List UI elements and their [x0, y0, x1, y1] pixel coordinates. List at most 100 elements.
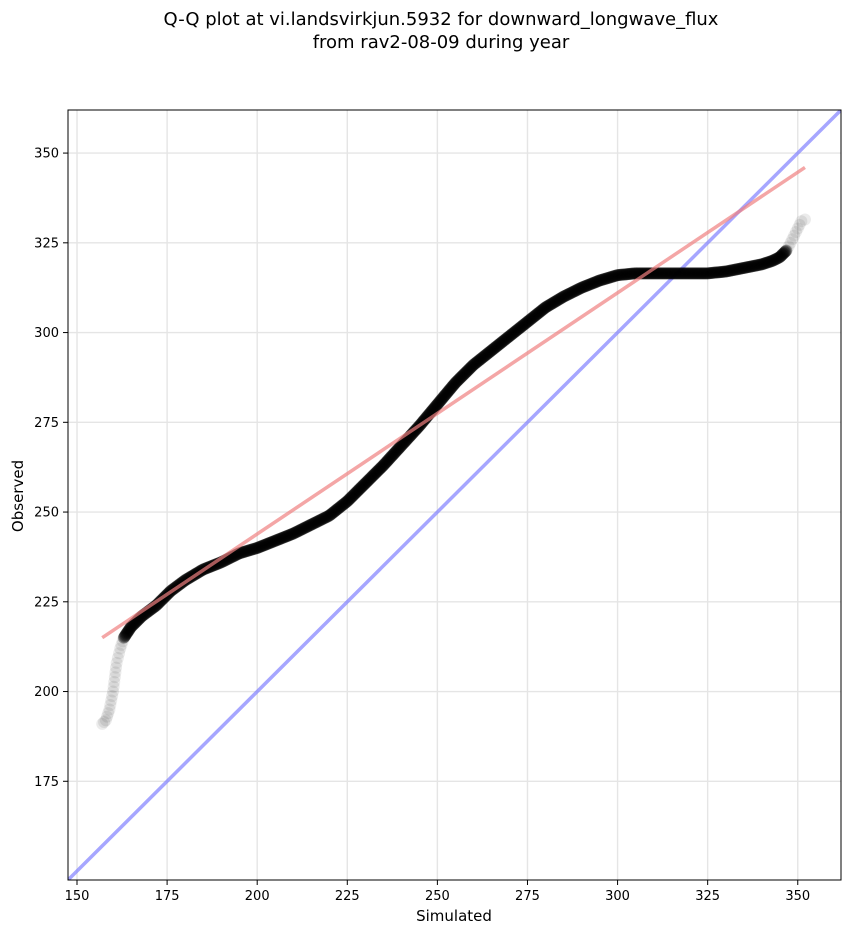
- quantile-point: [266, 536, 279, 549]
- quantile-point: [275, 532, 288, 545]
- quantile-point: [629, 267, 642, 280]
- quantile-point: [711, 266, 724, 279]
- quantile-point: [705, 266, 718, 279]
- quantile-point: [363, 473, 376, 486]
- quantile-point: [554, 292, 567, 305]
- quantile-point: [569, 284, 582, 297]
- quantile-point: [655, 267, 668, 280]
- quantile-point: [738, 261, 751, 274]
- quantile-point: [765, 255, 778, 268]
- quantile-point: [725, 264, 738, 277]
- quantile-point: [374, 462, 387, 475]
- quantile-point: [334, 501, 347, 514]
- quantile-point: [580, 279, 593, 292]
- quantile-point: [520, 316, 533, 329]
- quantile-point: [491, 339, 504, 352]
- quantile-point: [492, 338, 505, 351]
- quantile-point: [374, 461, 387, 474]
- quantile-point: [305, 518, 318, 531]
- quantile-point: [354, 482, 367, 495]
- quantile-point: [292, 524, 305, 537]
- quantile-point: [334, 500, 347, 513]
- x-tick-label: 300: [605, 889, 630, 904]
- quantile-point: [450, 376, 463, 389]
- quantile-point: [733, 262, 746, 275]
- quantile-point: [683, 267, 696, 280]
- quantile-point: [776, 247, 789, 260]
- quantile-point: [549, 295, 562, 308]
- quantile-point: [674, 267, 687, 280]
- quantile-point: [435, 393, 448, 406]
- quantile-point: [676, 267, 689, 280]
- quantile-point: [117, 631, 130, 644]
- quantile-point: [272, 533, 285, 546]
- quantile-point: [271, 533, 284, 546]
- quantile-point: [572, 283, 585, 296]
- quantile-point: [352, 483, 365, 496]
- quantile-point: [392, 443, 405, 456]
- quantile-point: [530, 308, 543, 321]
- quantile-point: [775, 249, 788, 262]
- quantile-point: [390, 444, 403, 457]
- quantile-point: [791, 222, 804, 235]
- quantile-point: [616, 268, 629, 281]
- quantile-point: [481, 347, 494, 360]
- quantile-point: [364, 472, 377, 485]
- quantile-point: [260, 538, 273, 551]
- quantile-point: [314, 513, 327, 526]
- quantile-point: [679, 267, 692, 280]
- y-tick-label: 225: [34, 595, 59, 610]
- quantile-point: [512, 322, 525, 335]
- quantile-point: [453, 372, 466, 385]
- quantile-point: [767, 254, 780, 267]
- quantile-point: [325, 508, 338, 521]
- quantile-point: [539, 301, 552, 314]
- quantile-point: [664, 267, 677, 280]
- quantile-point: [235, 546, 248, 559]
- quantile-point: [499, 333, 512, 346]
- quantile-point: [124, 621, 137, 634]
- quantile-point: [104, 699, 117, 711]
- quantile-point: [626, 267, 639, 280]
- quantile-point: [716, 265, 729, 278]
- quantile-point: [505, 328, 518, 341]
- quantile-point: [558, 290, 571, 303]
- quantile-point: [110, 661, 123, 674]
- quantile-point: [748, 259, 761, 272]
- quantile-point: [565, 286, 578, 299]
- quantile-point: [661, 267, 674, 280]
- quantile-point: [392, 442, 405, 455]
- quantile-point: [313, 514, 326, 527]
- quantile-point: [262, 537, 275, 550]
- quantile-point: [238, 545, 251, 558]
- quantile-point: [263, 536, 276, 549]
- quantile-point: [241, 544, 254, 557]
- quantile-point: [105, 694, 118, 707]
- quantile-point: [490, 340, 503, 353]
- quantile-point: [504, 329, 517, 342]
- quantile-point: [528, 310, 541, 323]
- quantile-point: [388, 447, 401, 460]
- quantile-point: [518, 317, 531, 330]
- quantile-point: [315, 513, 328, 526]
- quantile-point: [458, 367, 471, 380]
- quantile-point: [359, 477, 372, 490]
- quantile-point: [444, 382, 457, 395]
- quantile-point: [351, 484, 364, 497]
- quantile-point: [311, 515, 324, 528]
- x-tick-label: 175: [155, 889, 180, 904]
- quantile-point: [751, 259, 764, 272]
- quantile-point: [592, 274, 605, 287]
- quantile-point: [475, 352, 488, 365]
- fit-line: [101, 165, 806, 640]
- quantile-point: [542, 299, 555, 312]
- quantile-point: [744, 260, 757, 273]
- quantile-point: [540, 300, 553, 313]
- quantile-point: [237, 545, 250, 558]
- quantile-point: [510, 324, 523, 337]
- quantile-point: [477, 350, 490, 363]
- quantile-point: [537, 302, 550, 315]
- quantile-point: [280, 530, 293, 543]
- quantile-point: [501, 331, 514, 344]
